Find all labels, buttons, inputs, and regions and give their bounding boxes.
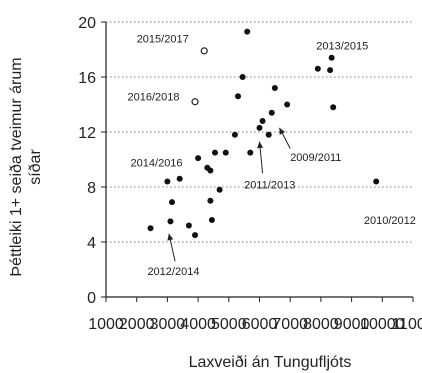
data-point bbox=[271, 85, 278, 91]
annotation-label: 2016/2018 bbox=[127, 91, 179, 103]
data-point bbox=[265, 131, 272, 138]
data-point bbox=[244, 28, 251, 35]
data-point bbox=[211, 149, 218, 156]
data-point bbox=[235, 93, 242, 100]
x-tick-label: 10000 bbox=[360, 316, 405, 333]
y-tick-label: 0 bbox=[87, 290, 96, 307]
data-point bbox=[259, 118, 266, 124]
annotation-label: 2014/2016 bbox=[131, 157, 183, 169]
data-point bbox=[247, 149, 254, 156]
x-tick-label: 6000 bbox=[242, 316, 278, 333]
data-point bbox=[327, 67, 334, 74]
data-point-hollow bbox=[200, 47, 208, 55]
arrow-head bbox=[257, 141, 264, 149]
y-axis-title-line-2: síðar bbox=[27, 149, 44, 185]
x-tick-labels: 1000200030004000500060007000800090001000… bbox=[88, 316, 422, 333]
y-tick-label: 4 bbox=[87, 235, 96, 252]
x-tick-label: 2000 bbox=[119, 316, 155, 333]
y-tick-labels: 0 4 8 12 16 20 bbox=[78, 15, 96, 307]
x-tick-label: 3000 bbox=[150, 316, 186, 333]
gridlines bbox=[106, 21, 413, 243]
x-tick-label: 9000 bbox=[334, 316, 370, 333]
y-tick-label: 8 bbox=[87, 180, 96, 197]
data-point bbox=[268, 109, 275, 116]
data-point bbox=[284, 101, 291, 108]
annotation-arrows bbox=[167, 127, 291, 262]
data-point bbox=[207, 197, 214, 204]
arrow-head bbox=[167, 233, 174, 241]
data-point bbox=[216, 186, 223, 193]
annotation-label: 2009/2011 bbox=[290, 152, 341, 164]
data-point bbox=[208, 217, 215, 223]
y-tick-label: 16 bbox=[78, 70, 96, 87]
data-point bbox=[147, 225, 154, 232]
data-point bbox=[256, 124, 263, 131]
annotation-label: 2012/2014 bbox=[147, 266, 199, 278]
x-tick-label: 7000 bbox=[272, 316, 308, 333]
axes bbox=[101, 21, 414, 302]
data-point bbox=[231, 131, 238, 138]
x-tick-label: 4000 bbox=[180, 316, 216, 333]
annotation-label: 2015/2017 bbox=[137, 34, 189, 46]
annotations: 2015/2017 2016/2018 2014/2016 2012/2014 2013… bbox=[127, 34, 415, 278]
data-point bbox=[176, 175, 183, 182]
annotation-label: 2010/2012 bbox=[364, 215, 416, 227]
y-axis-title-line-1: Þéttleiki 1+ seiða tveimur árum bbox=[8, 57, 25, 276]
data-point bbox=[330, 104, 337, 111]
data-point bbox=[314, 65, 321, 72]
data-point bbox=[239, 74, 246, 80]
arrow-head bbox=[279, 127, 286, 135]
data-point bbox=[207, 167, 214, 174]
y-tick-label: 20 bbox=[78, 15, 96, 32]
data-point bbox=[164, 178, 171, 185]
data-point bbox=[328, 54, 335, 61]
data-point bbox=[195, 155, 202, 162]
x-tick-label: 5000 bbox=[211, 316, 247, 333]
data-point-hollow bbox=[191, 98, 199, 106]
annotation-label: 2013/2015 bbox=[316, 41, 368, 53]
x-tick-label: 1000 bbox=[88, 316, 124, 333]
annotation-label: 2011/2013 bbox=[244, 179, 295, 191]
data-point bbox=[185, 222, 192, 229]
data-point bbox=[192, 232, 199, 239]
data-points bbox=[147, 28, 380, 239]
data-point bbox=[373, 178, 380, 185]
x-tick-label: 8000 bbox=[303, 316, 339, 333]
data-point bbox=[169, 199, 176, 206]
x-axis-title: Laxveiði án Tungufljóts bbox=[189, 354, 352, 371]
data-point bbox=[167, 218, 174, 225]
y-tick-label: 12 bbox=[78, 125, 96, 142]
data-point bbox=[222, 149, 229, 156]
